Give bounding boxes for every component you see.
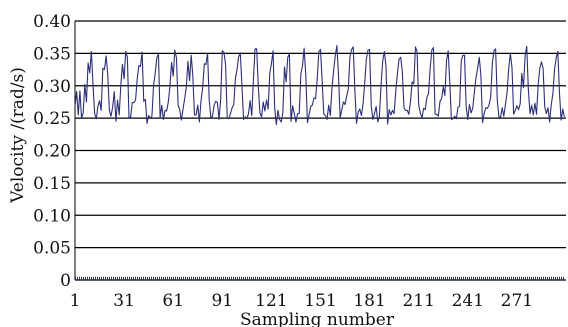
x-tick-label: 31 (113, 291, 135, 311)
y-tick-labels: 0 0.05 0.10 0.15 0.20 0.25 0.30 0.35 0.40 (33, 12, 71, 291)
y-tick-label: 0.05 (33, 239, 71, 259)
gridlines (74, 20, 566, 281)
y-tick-label: 0.30 (33, 77, 71, 97)
y-tick-label: 0 (60, 271, 71, 291)
x-tick-label: 211 (402, 291, 434, 311)
y-tick-label: 0.20 (33, 142, 71, 162)
x-tick-label: 271 (501, 291, 533, 311)
x-tick-label: 181 (353, 291, 385, 311)
y-tick-label: 0.25 (33, 109, 71, 129)
y-tick-label: 0.10 (33, 206, 71, 226)
y-tick-label: 0.35 (33, 44, 71, 64)
x-tick-label: 1 (70, 291, 81, 311)
series-lines (74, 45, 565, 280)
x-tick-label: 121 (255, 291, 287, 311)
x-tick-labels: 1 31 61 91 121 151 181 211 241 271 (70, 291, 534, 311)
x-tick-label: 241 (452, 291, 484, 311)
y-axis-title: Velocity /(rad/s) (8, 67, 28, 204)
y-tick-label: 0.15 (33, 174, 71, 194)
x-axis-title: Sampling number (240, 310, 395, 327)
y-tick-label: 0.40 (33, 12, 71, 32)
x-tick-label: 151 (304, 291, 336, 311)
series-line-velocity (74, 45, 565, 126)
x-tick-label: 61 (162, 291, 184, 311)
x-tick-label: 91 (211, 291, 233, 311)
